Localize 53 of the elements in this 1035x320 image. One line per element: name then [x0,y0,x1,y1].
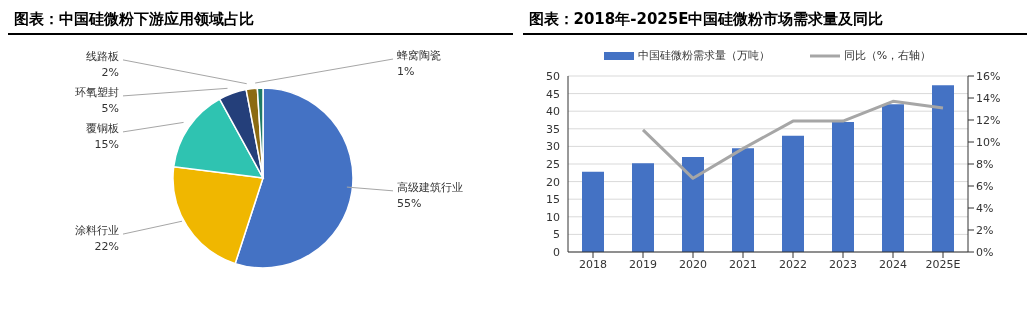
slice-label: 覆铜板 [86,121,119,135]
x-tick-label: 2021 [728,257,757,271]
x-tick-label: 2022 [778,257,807,271]
data-label: 22% [94,240,119,254]
y2-tick-label: 4% [975,201,993,215]
bar [581,171,604,252]
y-tick-label: 35 [545,122,560,136]
y-tick-label: 45 [545,87,560,101]
x-tick-label: 2019 [628,257,657,271]
y2-tick-label: 14% [975,91,1000,105]
y-tick-label: 20 [545,175,560,189]
x-tick-label: 2023 [828,257,857,271]
y2-tick-label: 10% [975,135,1000,149]
slice-label: 蜂窝陶瓷 [397,49,441,63]
bar [881,104,904,252]
x-tick-label: 2024 [878,257,907,271]
data-label: 2% [101,65,119,79]
legend-label: 中国硅微粉需求量（万吨） [636,48,770,63]
chart-title: 图表：中国硅微粉下游应用领域占比 [8,8,513,35]
y2-tick-label: 8% [975,157,993,171]
data-label: 5% [101,101,119,115]
x-tick-label: 2025E [925,257,961,271]
y2-tick-label: 12% [975,113,1000,127]
bar [831,122,854,252]
y2-tick-label: 16% [975,69,1000,83]
y2-tick-label: 2% [975,223,993,237]
slice-label: 环氧塑封 [75,85,119,99]
y-tick-label: 5 [552,228,560,242]
line-series [641,99,944,180]
y-tick-label: 10 [545,210,560,224]
bar [631,163,654,252]
y2-tick-label: 6% [975,179,993,193]
slice-label: 涂料行业 [75,224,119,238]
slice-label: 高级建筑行业 [397,180,463,194]
chart-title: 图表：2018年-2025E中国硅微粉市场需求量及同比 [522,8,1027,35]
x-tick-label: 2020 [678,257,707,271]
y-tick-label: 40 [545,105,560,119]
bar [781,135,804,252]
y-tick-label: 30 [545,140,560,154]
data-label: 15% [94,137,119,151]
data-label: 55% [397,196,422,210]
bar [931,85,954,252]
slice-label: 线路板 [86,49,119,63]
legend-label: 同比（%，右轴） [842,48,932,63]
y-tick-label: 15 [545,193,560,207]
y-tick-label: 0 [552,246,560,259]
y-tick-label: 50 [545,70,560,83]
data-label: 1% [397,65,415,79]
bar [731,148,754,252]
bar [681,156,704,252]
y2-tick-label: 0% [975,245,993,259]
y-tick-label: 25 [545,158,560,171]
x-tick-label: 2018 [578,257,607,271]
